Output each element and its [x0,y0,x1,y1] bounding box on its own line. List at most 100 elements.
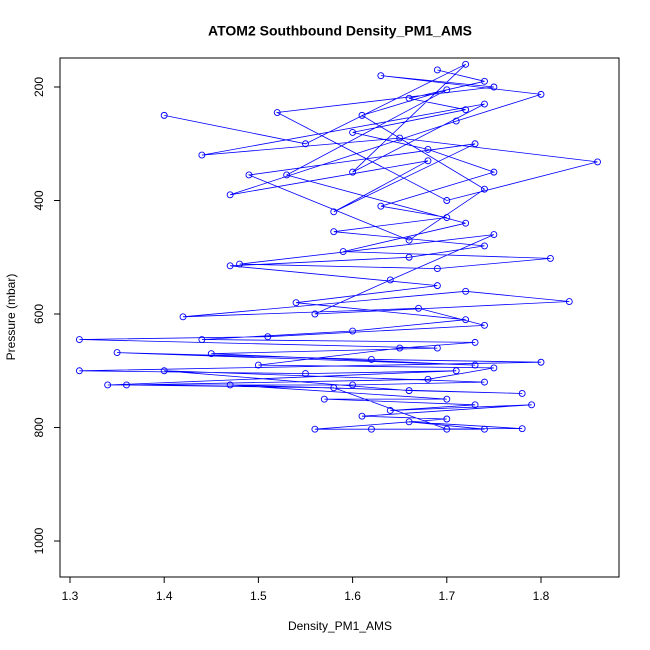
data-point [226,262,234,270]
y-tick-label: 800 [32,417,46,437]
data-point [433,282,441,290]
data-point [198,336,206,343]
data-point [481,425,488,433]
data-point [405,387,413,395]
data-point [433,265,441,273]
chart-title: ATOM2 Southbound Density_PM1_AMS [208,23,472,39]
x-axis-label: Density_PM1_AMS [288,619,392,633]
x-tick-label: 1.7 [438,589,455,603]
data-point [462,60,470,68]
data-point [546,254,554,262]
data-point [481,378,488,386]
data-point [75,367,83,375]
data-point [471,361,479,369]
data-point [594,158,601,166]
data-point [226,191,234,199]
data-point [565,298,573,305]
data-point [481,242,488,250]
x-tick-label: 1.3 [62,589,79,603]
data-point [462,219,470,227]
data-point [424,145,432,153]
data-point [537,90,545,98]
data-point [424,375,432,383]
data-point [452,117,460,125]
data-point [302,140,309,148]
data-point [528,401,536,409]
data-point [405,253,413,261]
data-point [302,370,309,378]
x-tick-label: 1.4 [156,589,173,603]
data-point [490,83,498,91]
data-point [264,333,272,341]
data-point [405,94,413,102]
data-point [330,384,338,392]
data-point [198,151,206,159]
x-tick-label: 1.6 [344,589,361,603]
data-point [443,197,451,204]
data-point [386,407,394,414]
data-point [377,72,385,80]
data-point [226,381,234,389]
data-point [471,338,479,346]
data-point [518,390,526,397]
x-tick-label: 1.8 [533,589,550,603]
y-tick-label: 1000 [32,527,46,554]
data-point [462,316,470,324]
data-point [245,171,253,179]
data-point [283,171,291,179]
data-point [481,185,488,193]
data-point [386,276,394,284]
data-point [377,202,385,210]
data-point [358,412,366,420]
data-point [349,168,357,176]
data-point [443,214,451,221]
data-point [339,248,347,256]
data-point [471,140,479,148]
data-point [462,106,470,114]
data-point [160,367,168,375]
plot-frame [59,57,620,578]
data-point [358,111,366,119]
data-point [330,228,338,236]
data-point [490,168,498,176]
data-point [415,304,422,312]
data-point [471,401,479,409]
data-point [481,100,488,108]
data-point [254,361,262,369]
data-point [433,344,441,352]
data-point [481,321,488,329]
data-point [481,77,488,85]
y-tick-label: 400 [32,190,46,210]
data-point [292,299,300,307]
data-point [452,367,460,375]
data-point [405,236,413,244]
data-point [367,355,375,363]
data-point [123,381,130,389]
data-point [443,415,451,423]
y-tick-label: 200 [32,77,46,97]
data-point [433,66,441,74]
data-point [367,425,375,433]
y-axis-label: Pressure (mbar) [4,274,18,361]
data-point [490,364,498,372]
data-point [349,381,357,389]
data-point [349,327,357,335]
data-point [207,350,215,358]
data-point [490,231,498,239]
data-point [330,208,338,216]
data-point [396,344,404,352]
data-point [518,425,526,433]
data-point [75,336,83,343]
data-point [273,109,281,116]
data-point [443,395,451,403]
data-point [113,349,121,357]
data-point [443,86,451,94]
data-point [311,425,319,433]
y-tick-label: 600 [32,304,46,324]
data-point [311,310,319,318]
x-tick-label: 1.5 [250,589,267,603]
data-point [405,418,413,426]
data-point [320,395,328,403]
